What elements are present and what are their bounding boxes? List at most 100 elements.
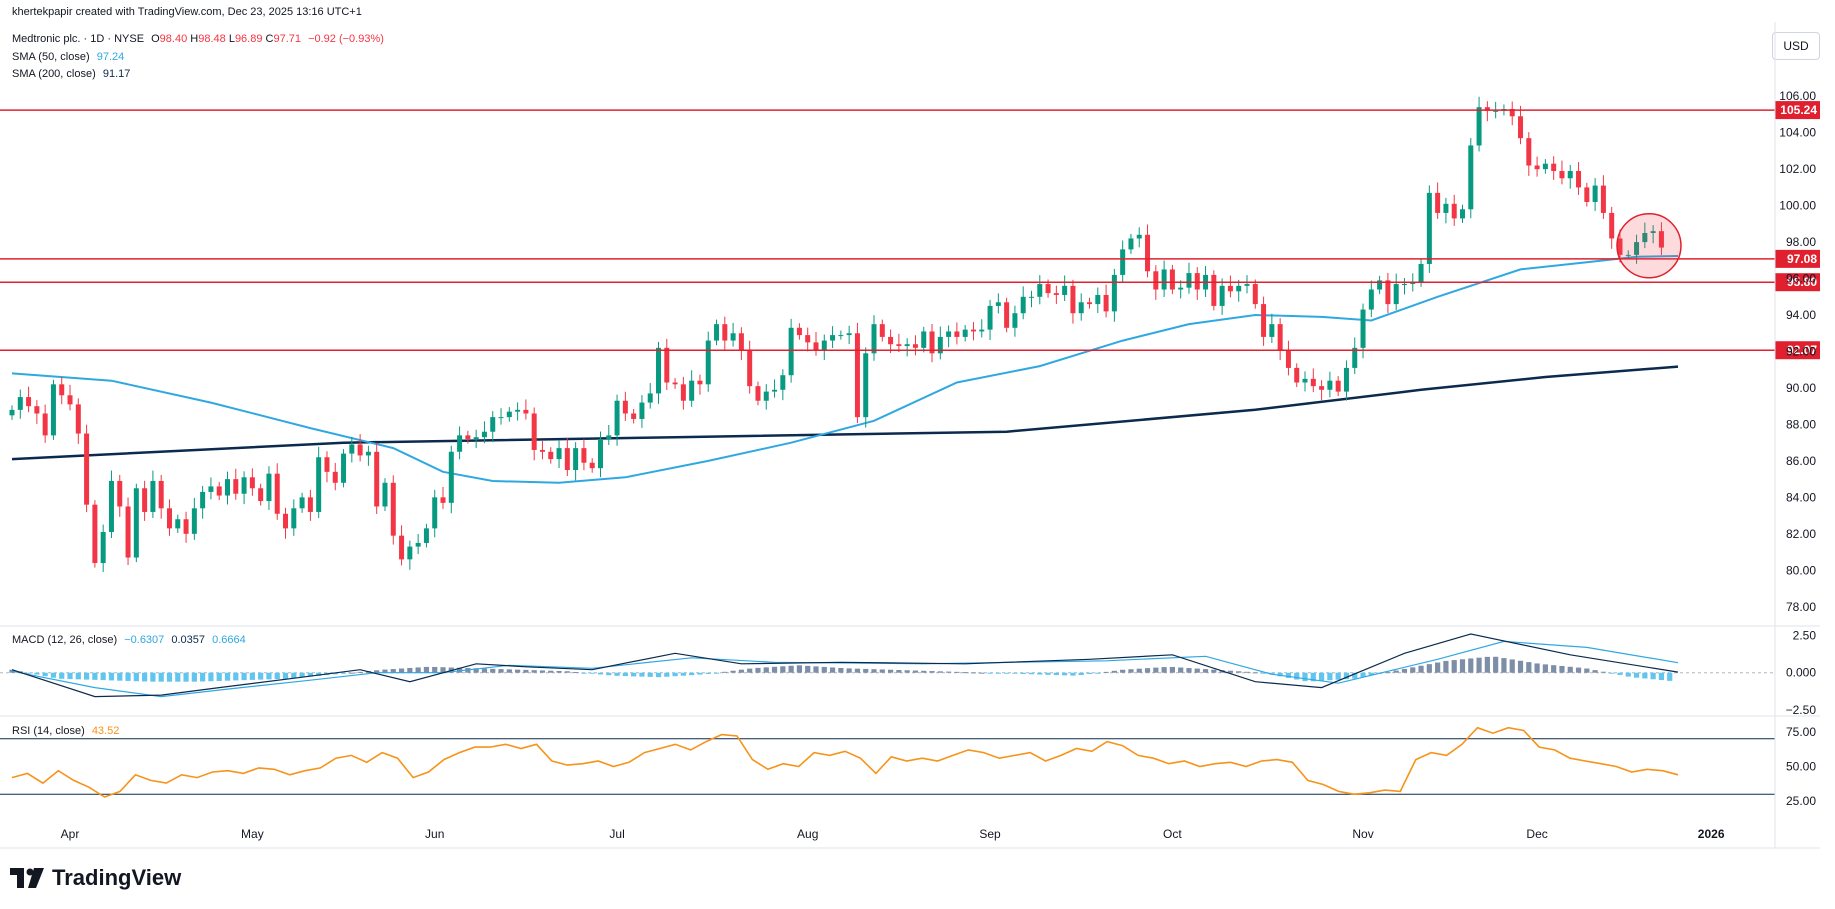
price-tick-label: 94.00 — [1786, 308, 1816, 322]
sma50-value: 97.24 — [96, 51, 125, 63]
macd-legend[interactable]: MACD (12, 26, close) −0.6307 0.0357 0.66… — [12, 634, 246, 646]
candle-body — [1551, 163, 1557, 171]
candle-body — [838, 335, 844, 337]
candle — [1377, 275, 1383, 295]
macd-histogram-bar — [1534, 663, 1540, 673]
candle — [432, 489, 438, 538]
candle-body — [498, 417, 504, 419]
tradingview-logo[interactable]: TradingView — [10, 865, 181, 891]
candle-body — [1401, 284, 1407, 286]
candle — [937, 326, 943, 360]
candle — [962, 325, 968, 342]
candle — [399, 525, 405, 566]
candle — [125, 497, 131, 566]
candle — [1294, 363, 1300, 388]
candle — [1393, 273, 1399, 311]
candle — [1178, 280, 1184, 299]
macd-histogram-bar — [970, 672, 977, 674]
macd-histogram-bar — [838, 667, 844, 673]
candle — [1169, 264, 1175, 295]
sma200-label: SMA (200, close) — [12, 68, 96, 80]
candle — [1650, 225, 1656, 244]
macd-value-3: 0.6664 — [212, 634, 246, 646]
sma50-legend[interactable]: SMA (50, close) 97.24 — [12, 51, 124, 63]
candle-body — [506, 411, 512, 418]
price-tick-label: 100.00 — [1779, 199, 1816, 213]
candle-body — [970, 329, 976, 332]
macd-histogram-bar — [871, 669, 877, 673]
candle-body — [614, 400, 620, 436]
candle — [1319, 380, 1325, 401]
macd-histogram-bar — [1526, 662, 1532, 673]
candle-body — [357, 444, 363, 456]
macd-histogram-bar — [50, 672, 57, 678]
candle — [1609, 206, 1615, 249]
candle — [697, 374, 703, 395]
candle-body — [399, 535, 405, 560]
candle-body — [26, 397, 32, 407]
candle-body — [158, 480, 164, 509]
macd-histogram-bar — [506, 669, 512, 673]
macd-histogram-bar — [75, 672, 81, 680]
level-price-tag — [1775, 273, 1820, 292]
candle-body — [689, 380, 695, 401]
macd-histogram-bar — [1476, 657, 1482, 673]
currency-button[interactable]: USD — [1772, 32, 1820, 60]
macd-histogram-bar — [1393, 670, 1399, 673]
candle — [863, 347, 869, 428]
candle — [1227, 275, 1233, 298]
price-tick-label: 82.00 — [1786, 527, 1816, 541]
candle — [307, 489, 313, 521]
candle — [672, 377, 678, 389]
candle-body — [912, 344, 918, 348]
sma200-legend[interactable]: SMA (200, close) 91.17 — [12, 68, 130, 80]
candle — [656, 341, 662, 404]
symbol-name[interactable]: Medtronic plc. · 1D · NYSE — [12, 33, 145, 45]
candle-body — [481, 431, 487, 438]
macd-histogram-bar — [374, 670, 380, 673]
candle-body — [1658, 231, 1664, 248]
candle-body — [440, 497, 446, 503]
macd-histogram-bar — [1592, 670, 1598, 673]
macd-histogram-bar — [498, 669, 504, 673]
candle-body — [730, 333, 736, 341]
macd-histogram-bar — [879, 669, 885, 673]
candle-body — [1252, 284, 1258, 305]
candle — [1285, 340, 1291, 376]
macd-histogram-bar — [780, 666, 786, 673]
macd-histogram-bar — [747, 668, 753, 673]
candle-body — [1617, 238, 1623, 255]
candle — [1642, 222, 1648, 249]
rsi-value: 43.52 — [91, 725, 120, 737]
candle-body — [291, 508, 297, 529]
ohlc-open-label: O — [151, 33, 160, 45]
macd-histogram-bar — [954, 671, 960, 673]
macd-histogram-bar — [573, 672, 579, 674]
macd-histogram-bar — [316, 672, 322, 676]
macd-histogram-bar — [249, 672, 255, 680]
candle — [291, 499, 297, 536]
candle — [1078, 293, 1084, 321]
macd-histogram-bar — [1236, 671, 1242, 673]
candle-body — [780, 375, 786, 390]
macd-histogram-bar — [921, 670, 927, 673]
candle — [813, 331, 819, 356]
macd-histogram-bar — [415, 667, 421, 673]
candle-body — [954, 331, 960, 337]
candle-body — [548, 451, 554, 460]
candle-body — [266, 473, 272, 502]
candle-body — [1319, 386, 1325, 390]
candle-body — [680, 384, 686, 401]
rsi-legend[interactable]: RSI (14, close) 43.52 — [12, 725, 119, 737]
candle-body — [382, 482, 388, 507]
candle — [1343, 360, 1349, 401]
macd-histogram-bar — [233, 672, 239, 681]
macd-histogram-bar — [274, 672, 280, 680]
candle — [1509, 101, 1515, 126]
candle-body — [813, 342, 819, 350]
candle — [150, 470, 156, 518]
candle — [75, 398, 81, 444]
candle-body — [1194, 273, 1200, 290]
candle-body — [84, 433, 90, 505]
